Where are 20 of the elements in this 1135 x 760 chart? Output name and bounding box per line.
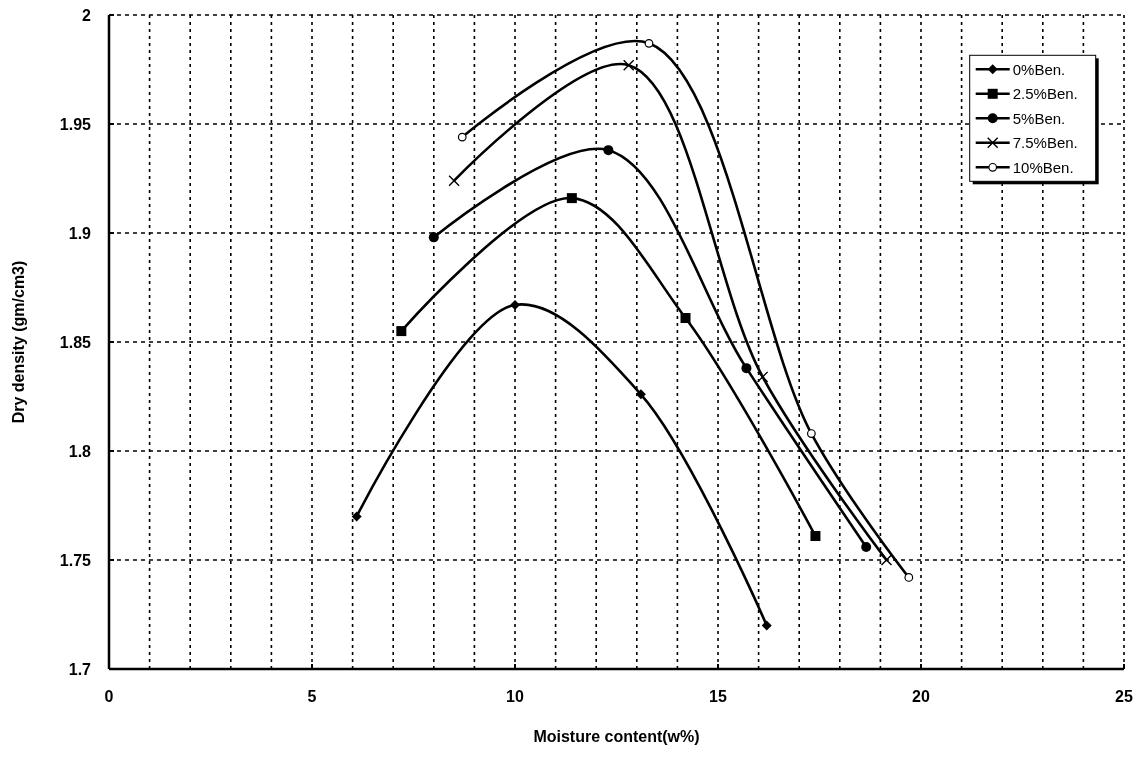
x-tick-label: 10 xyxy=(506,688,524,705)
y-tick-label: 1.75 xyxy=(59,552,92,569)
y-tick-label: 1.7 xyxy=(68,661,92,678)
y-tick-label: 1.9 xyxy=(68,225,92,242)
y-tick-label: 2 xyxy=(82,7,92,24)
legend-label: 2.5%Ben. xyxy=(1012,85,1078,103)
legend-label: 5%Ben. xyxy=(1012,109,1066,127)
x-tick-label: 20 xyxy=(912,688,930,705)
x-tick-label: 25 xyxy=(1115,688,1133,705)
y-tick-label: 1.85 xyxy=(59,334,92,351)
x-axis-title: Moisture content(w%) xyxy=(533,728,700,745)
x-tick-label: 0 xyxy=(104,688,114,705)
legend-label: 10%Ben. xyxy=(1012,158,1074,176)
legend-label: 7.5%Ben. xyxy=(1012,134,1078,152)
y-tick-label: 1.8 xyxy=(68,443,92,460)
y-axis-title: Dry density (gm/cm3) xyxy=(10,260,27,424)
legend-label: 0%Ben. xyxy=(1012,60,1066,78)
x-tick-label: 5 xyxy=(307,688,317,705)
y-tick-label: 1.95 xyxy=(59,116,92,133)
x-tick-label: 15 xyxy=(709,688,727,705)
